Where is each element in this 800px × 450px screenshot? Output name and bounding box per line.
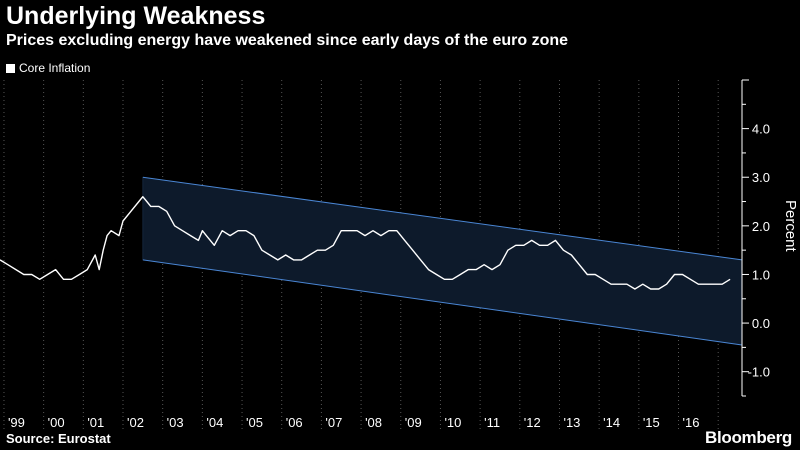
trend-channel-lower (142, 259, 743, 346)
y-tick-label: -1.0 (748, 365, 770, 380)
x-tick-label: '11 (484, 415, 500, 430)
x-tick-label: '03 (167, 415, 184, 430)
x-tick-label: '08 (365, 415, 382, 430)
x-tick-label: '10 (444, 415, 461, 430)
trend-channel-upper (142, 176, 743, 261)
x-tick-label: '09 (405, 415, 422, 430)
y-tick-label: 2.0 (752, 219, 770, 234)
x-tick-label: '06 (286, 415, 303, 430)
x-tick-label: '01 (87, 415, 104, 430)
x-tick-label: '05 (246, 415, 263, 430)
chart-subtitle: Prices excluding energy have weakened si… (6, 32, 569, 49)
legend-label: Core Inflation (19, 61, 91, 75)
x-tick-label: '16 (683, 415, 700, 430)
source-note: Source: Eurostat (6, 431, 111, 446)
x-tick-label: '12 (524, 415, 541, 430)
x-tick-label: '99 (8, 415, 25, 430)
x-tick-label: '07 (325, 415, 342, 430)
y-axis-title: Percent (782, 200, 799, 253)
legend-swatch (6, 63, 15, 73)
trend-channel-area (142, 177, 743, 345)
y-tick-label: 4.0 (752, 122, 770, 137)
x-tick-label: '13 (563, 415, 580, 430)
x-tick-label: '04 (206, 415, 223, 430)
x-tick-label: '02 (127, 415, 144, 430)
series-line-core-inflation (0, 195, 731, 290)
x-tick-label: '00 (48, 415, 65, 430)
y-tick-label: 0.0 (752, 316, 770, 331)
y-tick-label: 3.0 (752, 170, 770, 185)
brand-logo-text: Bloomberg (704, 428, 792, 447)
legend: Core Inflation (6, 61, 90, 75)
y-tick-label: 1.0 (752, 267, 770, 282)
x-tick-label: '15 (643, 415, 660, 430)
x-tick-label: '14 (603, 415, 620, 430)
chart-title: Underlying Weakness (6, 2, 266, 30)
